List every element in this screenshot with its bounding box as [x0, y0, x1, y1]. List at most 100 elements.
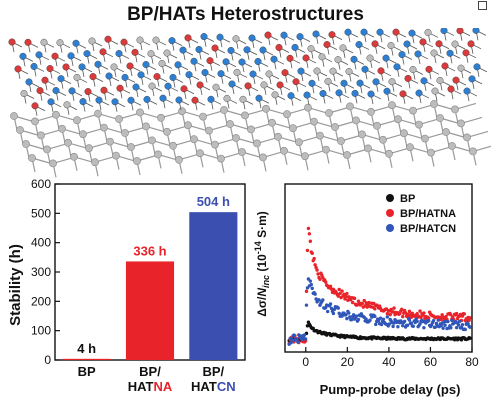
molecule-atom: [452, 76, 460, 84]
data-point: [444, 314, 448, 319]
category-suffix: CN: [217, 379, 236, 394]
data-point: [351, 313, 356, 317]
legend-marker-0: [386, 194, 394, 202]
bar-y-tick-label: 0: [44, 353, 51, 367]
bar-y-tick-label: 400: [31, 236, 51, 250]
data-point: [402, 319, 407, 324]
molecule-atom: [376, 28, 384, 36]
p-atom: [337, 137, 345, 145]
molecule-atom: [355, 41, 363, 49]
molecule-atom: [127, 96, 135, 104]
data-point: [356, 317, 361, 322]
molecule-atom: [334, 56, 342, 64]
category-prefix: HAT: [128, 379, 154, 394]
molecule-atom: [168, 37, 176, 45]
data-point: [328, 302, 333, 306]
molecule-atom: [201, 69, 209, 77]
molecule-atom: [120, 38, 128, 46]
p-atom: [409, 106, 417, 115]
p-atom: [10, 112, 18, 120]
molecule-atom: [265, 70, 273, 78]
category-suffix: NA: [153, 379, 172, 394]
data-point: [315, 268, 319, 272]
legend-label-2: BP/HATCN: [400, 223, 456, 235]
data-point: [344, 294, 348, 299]
p-atom: [241, 111, 249, 120]
molecule-atom: [387, 42, 395, 50]
p-atom: [148, 136, 156, 145]
p-atom: [16, 126, 24, 134]
bar-category-label-line2: HATCN: [191, 379, 236, 394]
data-point: [306, 226, 311, 231]
bar-y-tick-label: 300: [31, 265, 51, 279]
molecule-atom: [88, 37, 96, 45]
data-point: [450, 318, 454, 323]
molecule-atom: [152, 36, 160, 44]
bar-data-label: 504 h: [197, 194, 230, 209]
molecule-atom: [228, 80, 236, 88]
molecule-atom: [153, 73, 161, 81]
corner-marker: [478, 1, 487, 10]
data-point: [405, 323, 410, 328]
molecule-atom: [104, 35, 112, 43]
molecule-atom: [296, 33, 304, 41]
data-point: [407, 318, 412, 322]
p-atom: [421, 134, 429, 143]
molecule-illustration: [8, 28, 491, 178]
data-point: [289, 341, 293, 345]
data-point: [347, 311, 351, 315]
molecule-atom: [191, 96, 199, 104]
molecule-atom: [329, 67, 337, 75]
p-atom: [133, 157, 141, 165]
p-atom: [49, 159, 57, 168]
molecule-atom: [403, 40, 411, 48]
p-atom: [367, 107, 375, 116]
molecule-atom: [36, 87, 44, 95]
series-2: [287, 277, 472, 346]
p-atom: [274, 132, 282, 141]
molecule-atom: [121, 73, 129, 81]
stability-bar-chart: Stability (h) 0 100 200 300 400 500 600 4 h BP 33…: [7, 177, 246, 394]
p-atom: [463, 133, 471, 142]
p-atom: [115, 115, 123, 123]
molecule-atom: [259, 46, 267, 54]
molecule-atom: [100, 86, 108, 94]
p-atom: [28, 154, 36, 162]
p-atom: [163, 127, 171, 136]
molecule-atom: [126, 62, 134, 70]
molecule-atom: [467, 40, 475, 48]
data-point: [460, 323, 465, 327]
data-point: [302, 333, 307, 337]
molecule-atom: [351, 89, 359, 97]
category-prefix: HAT: [191, 379, 217, 394]
molecule-atom: [190, 57, 198, 65]
molecule-atom: [271, 91, 279, 99]
molecule-atom: [328, 31, 336, 39]
molecule-atom: [195, 45, 203, 53]
p-atom: [226, 120, 234, 128]
molecule-atom: [158, 59, 166, 67]
photoconductivity-scatter-chart: Δσ/Ninc (10-14 S·m) Pump-probe delay (ps…: [253, 183, 479, 397]
data-point: [337, 287, 341, 292]
data-point: [340, 314, 344, 318]
molecule-atom: [415, 89, 423, 97]
bp-substrate: [10, 100, 491, 178]
molecule-atom: [440, 28, 448, 35]
molecule-atom: [159, 94, 167, 102]
molecule-atom: [175, 96, 183, 104]
data-point: [419, 315, 423, 320]
data-point: [376, 318, 381, 323]
molecule-atom: [446, 49, 454, 57]
molecule-atom: [436, 76, 444, 84]
molecule-atom: [414, 50, 422, 58]
data-point: [331, 311, 336, 316]
molecule-atom: [83, 50, 91, 58]
bar-1: [125, 261, 175, 360]
p-atom: [253, 139, 261, 148]
data-point: [324, 280, 328, 284]
p-atom: [400, 129, 408, 138]
molecule-atom: [196, 81, 204, 89]
data-point: [401, 314, 405, 319]
data-point: [362, 298, 366, 303]
p-atom: [238, 148, 246, 156]
